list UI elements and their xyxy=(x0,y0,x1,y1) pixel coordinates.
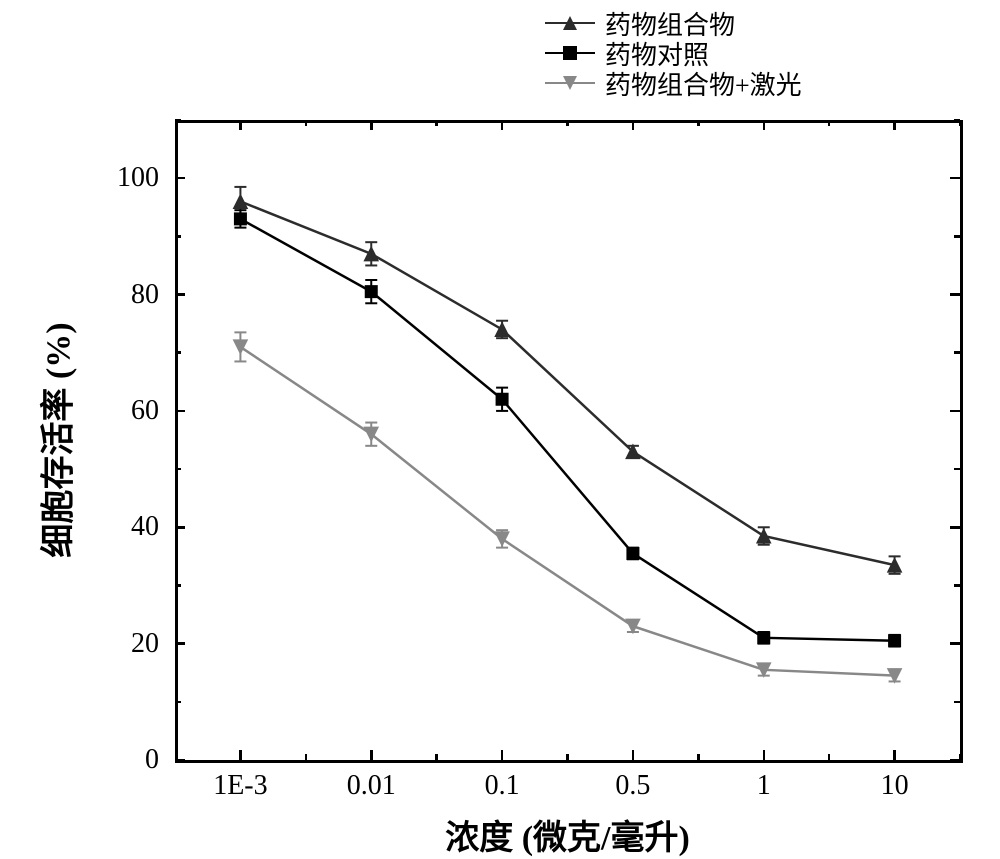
legend-line xyxy=(545,52,595,54)
legend-label: 药物组合物+激光 xyxy=(605,65,802,102)
series-marker xyxy=(234,213,246,225)
series-marker xyxy=(233,194,247,208)
series-line xyxy=(240,201,894,565)
legend-entry: 药物组合物+激光 xyxy=(545,68,802,98)
legend-entry: 药物组合物 xyxy=(545,8,802,38)
series-line xyxy=(240,347,894,676)
legend-marker-icon xyxy=(560,13,580,33)
chart-canvas: 0204060801001E-30.010.10.5110细胞存活率 (%)浓度… xyxy=(0,0,1000,850)
series-line xyxy=(240,219,894,641)
series-marker xyxy=(495,322,509,336)
legend-marker-icon xyxy=(560,73,580,93)
series-marker xyxy=(495,532,509,546)
series-marker xyxy=(364,247,378,261)
series-marker xyxy=(365,286,377,298)
series-marker xyxy=(758,632,770,644)
series-marker xyxy=(889,635,901,647)
series-marker xyxy=(627,547,639,559)
legend-line xyxy=(545,82,595,84)
chart-series xyxy=(0,0,1000,850)
legend-marker-icon xyxy=(560,43,580,63)
legend-entry: 药物对照 xyxy=(545,38,802,68)
series-marker xyxy=(496,393,508,405)
legend: 药物组合物药物对照药物组合物+激光 xyxy=(545,8,802,98)
series-marker xyxy=(233,340,247,354)
legend-line xyxy=(545,22,595,24)
